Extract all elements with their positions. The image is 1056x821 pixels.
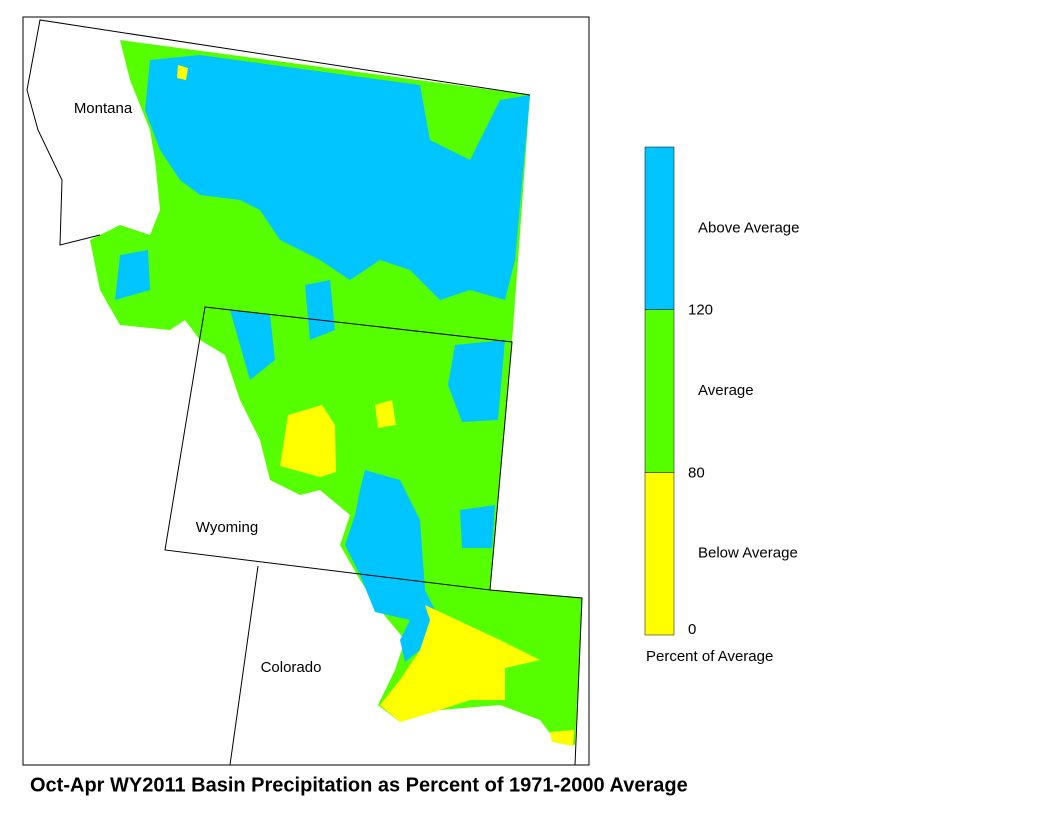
- map-title: Oct-Apr WY2011 Basin Precipitation as Pe…: [30, 774, 688, 796]
- legend-tick-label: 120: [688, 302, 713, 319]
- colorado-boundary: [229, 565, 259, 766]
- above-average-region: [115, 250, 150, 300]
- above-average-region: [448, 340, 505, 422]
- above-average-region: [145, 55, 530, 300]
- montana-boundary: [26, 19, 531, 246]
- legend-swatch: [644, 309, 675, 473]
- above-average-region: [460, 505, 495, 548]
- state-label: Montana: [74, 100, 133, 117]
- legend: Below Average Average Above Average 0 80 120: [644, 146, 799, 638]
- below-average-region: [375, 400, 396, 428]
- above-average-region: [345, 470, 435, 662]
- below-average-region: [280, 405, 336, 477]
- legend-swatch: [644, 146, 675, 310]
- state-boundaries: [26, 19, 583, 766]
- state-label: Colorado: [261, 659, 322, 676]
- legend-label: Average: [698, 382, 754, 399]
- above-average-region: [230, 310, 275, 380]
- legend-label: Below Average: [698, 545, 798, 562]
- above-average-region: [305, 280, 335, 340]
- precip-map: [90, 40, 582, 746]
- legend-label: Above Average: [698, 219, 799, 236]
- legend-title: Percent of Average: [646, 648, 773, 665]
- state-label: Wyoming: [196, 519, 258, 536]
- below-average-region: [177, 65, 188, 80]
- colorado-boundary: [489, 589, 583, 766]
- legend-swatch: [644, 472, 675, 636]
- legend-tick-label: 0: [688, 621, 696, 638]
- below-average-region: [550, 730, 574, 746]
- legend-tick-label: 80: [688, 464, 705, 481]
- below-average-region: [380, 605, 540, 722]
